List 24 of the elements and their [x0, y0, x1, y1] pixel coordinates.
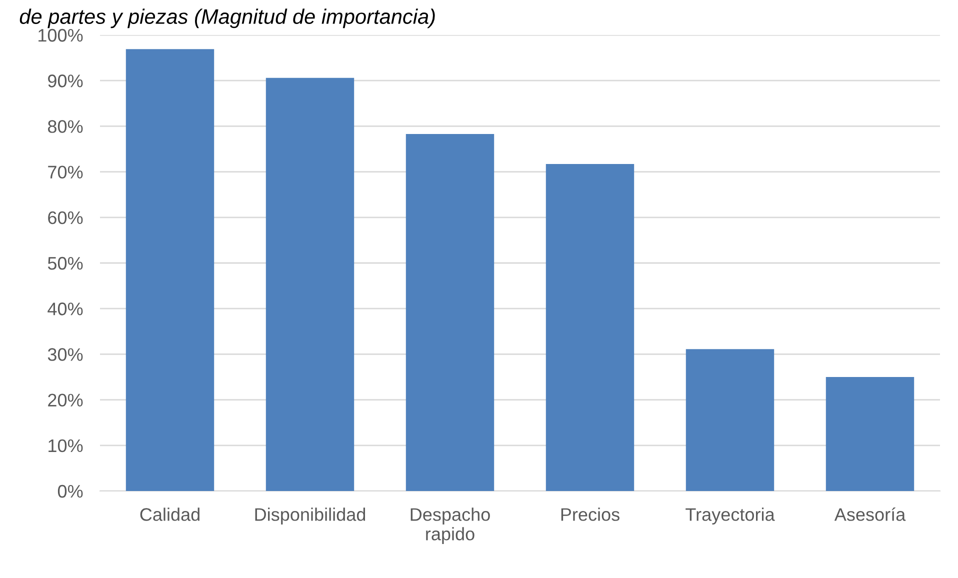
chart-title: de partes y piezas (Magnitud de importancia): [20, 8, 435, 28]
bar: [826, 377, 914, 491]
bar: [686, 349, 774, 491]
y-tick-label: 100%: [38, 28, 83, 42]
y-tick-label: 20%: [48, 394, 83, 407]
y-tick-label: 30%: [48, 348, 83, 361]
bar: [126, 49, 214, 491]
x-tick-label: Precios: [561, 508, 620, 521]
y-tick-label: 10%: [48, 439, 83, 452]
bar: [546, 164, 634, 491]
bar: [266, 78, 354, 491]
x-tick-label: Disponibilidad: [255, 508, 366, 524]
x-tick-label: Despacho rapido: [410, 508, 490, 544]
y-tick-label: 80%: [48, 120, 83, 133]
bar: [406, 134, 494, 491]
y-tick-label: 70%: [48, 166, 83, 179]
x-tick-label: Calidad: [140, 508, 200, 521]
y-tick-label: 40%: [48, 302, 83, 316]
y-tick-label: 50%: [48, 256, 83, 270]
x-tick-label: Asesoría: [834, 507, 906, 521]
y-tick-label: 90%: [48, 74, 83, 88]
y-tick-label: 0%: [58, 484, 83, 498]
x-tick-label: Trayectoria: [686, 508, 775, 524]
y-tick-label: 60%: [48, 211, 83, 224]
